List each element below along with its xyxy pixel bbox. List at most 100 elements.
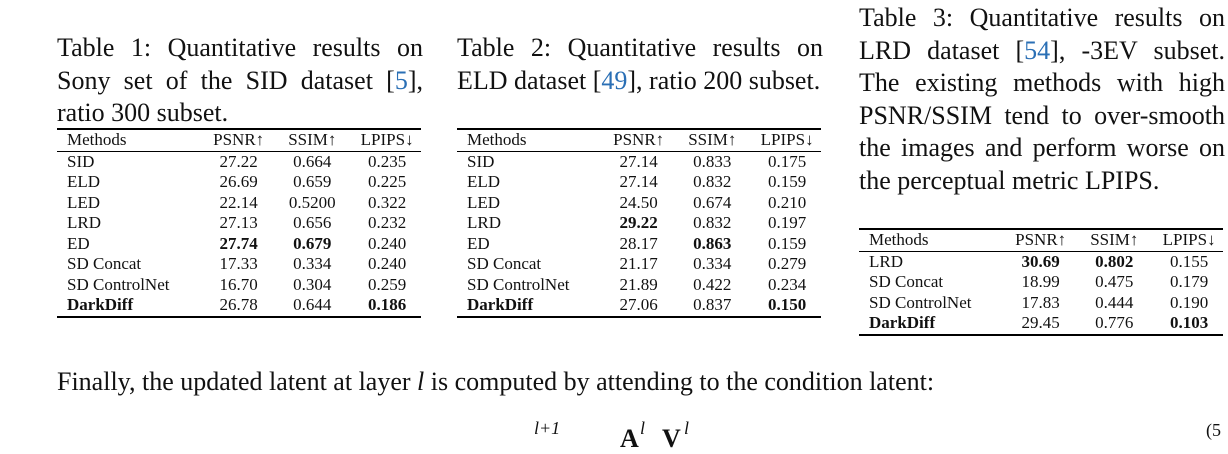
row: SD ControlNet 21.89 0.422 0.234 xyxy=(457,275,821,296)
header-cell: PSNR↑ xyxy=(195,129,272,152)
header-cell: Methods xyxy=(57,129,196,152)
row: SID 27.14 0.833 0.175 xyxy=(457,151,821,172)
cell: 0.475 xyxy=(1095,272,1134,291)
cell: DarkDiff xyxy=(67,295,134,314)
text: Finally, the updated latent at layer xyxy=(57,367,418,396)
row: SD Concat 17.33 0.334 0.240 xyxy=(57,254,421,275)
cell: 29.22 xyxy=(619,213,658,232)
caption: Table 3: Quantitative results on LRD dat… xyxy=(859,2,1225,198)
row: DarkDiff 27.06 0.837 0.150 xyxy=(457,295,821,317)
cell: SID xyxy=(67,151,95,171)
equation-sup: l xyxy=(640,418,646,438)
citation: 54 xyxy=(1024,35,1051,65)
cell: 0.334 xyxy=(693,254,732,273)
cell: LRD xyxy=(869,251,903,271)
cell: SD Concat xyxy=(467,254,542,273)
cell: 0.422 xyxy=(693,274,732,294)
cell: 0.656 xyxy=(293,213,332,232)
row: ED 27.74 0.679 0.240 xyxy=(57,234,421,255)
cell: 27.13 xyxy=(219,213,258,232)
header-cell: Methods xyxy=(457,129,596,152)
variable: l xyxy=(417,367,425,396)
page: Table 1: Quantitative results on Sony se… xyxy=(57,2,1225,453)
row: SID 27.22 0.664 0.235 xyxy=(57,151,421,172)
equation-sup: l xyxy=(684,418,690,438)
cell: 0.802 xyxy=(1095,251,1134,271)
cell: 24.50 xyxy=(619,192,658,212)
table: Methods PSNR↑ SSIM↑ LPIPS↓ LRD 30.69 0.802 0.15… xyxy=(859,228,1223,336)
cell: 0.659 xyxy=(293,172,332,191)
row: SD ControlNet 16.70 0.304 0.259 xyxy=(57,275,421,296)
cell: 0.322 xyxy=(367,192,407,212)
equation-sup: l+1 xyxy=(534,418,561,438)
cell: 27.74 xyxy=(219,233,258,253)
equation-number: (5 xyxy=(1206,420,1221,440)
header-cell: LPIPS↓ xyxy=(743,129,821,152)
cell: 17.33 xyxy=(219,254,258,273)
header-row: Methods PSNR↑ SSIM↑ LPIPS↓ xyxy=(57,129,421,152)
cell: 0.240 xyxy=(367,254,407,273)
row: LRD 30.69 0.802 0.155 xyxy=(859,251,1223,272)
cell: LRD xyxy=(67,213,101,232)
cell: 0.159 xyxy=(767,233,807,253)
cell: 0.240 xyxy=(367,233,407,253)
cell: 27.14 xyxy=(619,151,658,171)
cell: 21.89 xyxy=(619,274,658,294)
cell: 0.832 xyxy=(693,172,732,191)
equation-symbol: A xyxy=(620,424,639,453)
cell: 0.837 xyxy=(693,295,732,314)
cell: 0.832 xyxy=(693,213,732,232)
cell: ELD xyxy=(67,172,101,191)
row: ELD 26.69 0.659 0.225 xyxy=(57,172,421,193)
cell: 0.190 xyxy=(1169,292,1209,312)
table: Methods PSNR↑ SSIM↑ LPIPS↓ SID 27.22 0.664 0.23… xyxy=(57,128,421,318)
cell: 21.17 xyxy=(619,254,658,273)
header-row: Methods PSNR↑ SSIM↑ LPIPS↓ xyxy=(457,129,821,152)
caption-text: Table 3: Quantitative results on LRD dat… xyxy=(859,3,1225,65)
row: LED 24.50 0.674 0.210 xyxy=(457,193,821,214)
row: SD Concat 18.99 0.475 0.179 xyxy=(859,272,1223,293)
cell: 0.644 xyxy=(293,295,332,314)
cell: 27.06 xyxy=(619,295,658,314)
paragraph: Finally, the updated latent at layer l i… xyxy=(57,367,934,397)
caption-text: ], ratio 200 subset. xyxy=(627,65,821,95)
cell: 0.150 xyxy=(767,295,807,314)
cell: 0.679 xyxy=(293,233,332,253)
row: DarkDiff 29.45 0.776 0.103 xyxy=(859,313,1223,335)
cell: 0.444 xyxy=(1095,292,1134,312)
row: LRD 27.13 0.656 0.232 xyxy=(57,213,421,234)
caption-text: Table 1: Quantitative results on Sony se… xyxy=(57,33,423,95)
cell: SD ControlNet xyxy=(467,274,570,294)
cell: 0.225 xyxy=(367,172,407,191)
row: LRD 29.22 0.832 0.197 xyxy=(457,213,821,234)
row: DarkDiff 26.78 0.644 0.186 xyxy=(57,295,421,317)
cell: 0.259 xyxy=(367,274,407,294)
equation-symbol: V xyxy=(662,424,681,453)
header-cell: LPIPS↓ xyxy=(343,129,421,152)
cell: 0.674 xyxy=(693,192,732,212)
cell: 0.175 xyxy=(767,151,807,171)
cell: 0.179 xyxy=(1169,272,1209,291)
row: ELD 27.14 0.832 0.159 xyxy=(457,172,821,193)
header-row: Methods PSNR↑ SSIM↑ LPIPS↓ xyxy=(859,229,1223,252)
row: LED 22.14 0.5200 0.322 xyxy=(57,193,421,214)
cell: 27.14 xyxy=(619,172,658,191)
cell: 0.186 xyxy=(367,295,407,314)
cell: 0.235 xyxy=(367,151,407,171)
text: is computed by attending to the conditio… xyxy=(424,367,935,396)
cell: LRD xyxy=(467,213,501,232)
caption-text: Table 2: Quantitative results on ELD dat… xyxy=(457,33,823,95)
caption: Table 2: Quantitative results on ELD dat… xyxy=(457,32,823,97)
header-cell: PSNR↑ xyxy=(997,229,1074,252)
header-cell: SSIM↑ xyxy=(671,129,744,152)
cell: 0.159 xyxy=(767,172,807,191)
cell: SID xyxy=(467,151,495,171)
cell: 0.234 xyxy=(767,274,807,294)
cell: SD Concat xyxy=(869,272,944,291)
cell: 0.197 xyxy=(767,213,807,232)
cell: LED xyxy=(467,192,501,212)
cell: 17.83 xyxy=(1021,292,1060,312)
row: SD ControlNet 17.83 0.444 0.190 xyxy=(859,293,1223,314)
cell: DarkDiff xyxy=(467,295,534,314)
cell: DarkDiff xyxy=(869,313,936,332)
